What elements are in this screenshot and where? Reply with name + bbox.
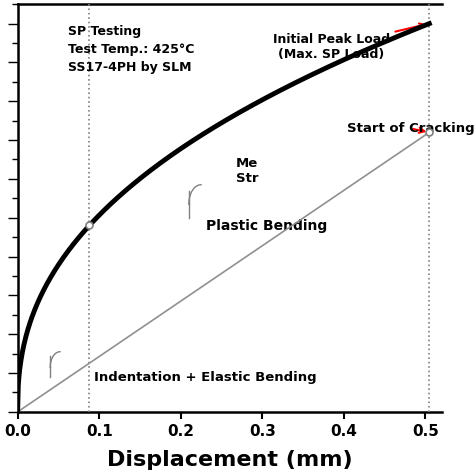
Text: SP Testing
Test Temp.: 425°C
SS17-4PH by SLM: SP Testing Test Temp.: 425°C SS17-4PH by… <box>68 25 195 73</box>
X-axis label: Displacement (mm): Displacement (mm) <box>107 450 352 470</box>
Text: Initial Peak Load
(Max. SP Load): Initial Peak Load (Max. SP Load) <box>273 24 424 61</box>
Text: Indentation + Elastic Bending: Indentation + Elastic Bending <box>94 371 317 384</box>
Text: Me
Str: Me Str <box>236 157 258 185</box>
Text: Plastic Bending: Plastic Bending <box>206 219 327 233</box>
Text: Start of Cracking: Start of Cracking <box>346 122 474 135</box>
